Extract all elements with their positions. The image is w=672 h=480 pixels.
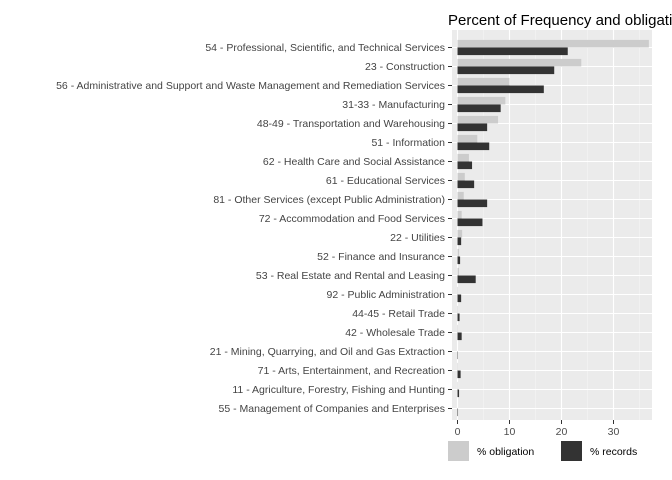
bar-records [457,199,488,208]
bar-records [457,389,460,398]
bar-records [457,275,476,284]
bar-obligation [457,153,469,162]
bar-records [457,180,475,189]
y-axis: 54 - Professional, Scientific, and Techn… [56,42,452,415]
bar-obligation [457,210,462,219]
bar-obligation [457,229,463,238]
category-label: 55 - Management of Companies and Enterpr… [219,403,445,415]
x-tick-label: 30 [608,426,620,438]
x-axis: 0 10 20 30 [455,420,620,438]
category-label: 56 - Administrative and Support and Wast… [56,80,445,92]
category-label: 72 - Accommodation and Food Services [259,213,445,225]
bar-obligation [457,286,459,295]
category-label: 48-49 - Transportation and Warehousing [257,118,445,130]
category-label: 92 - Public Administration [327,289,446,301]
category-label: 31-33 - Manufacturing [342,99,445,111]
x-tick-label: 0 [455,426,461,438]
bar-records [457,104,501,113]
bar-obligation [457,96,506,105]
bar-obligation [457,172,465,181]
bar-obligation [457,362,459,371]
bar-obligation [457,77,510,86]
category-label: 44-45 - Retail Trade [352,308,445,320]
category-label: 11 - Agriculture, Forestry, Fishing and … [232,384,445,396]
bar-records [457,313,460,322]
bar-records [457,237,462,246]
bar-obligation [457,324,459,333]
bar-obligation [457,134,478,143]
bar-records [457,256,461,265]
category-label: 81 - Other Services (except Public Admin… [213,194,445,206]
bar-obligation [457,267,460,276]
bar-obligation [457,58,582,67]
category-label: 53 - Real Estate and Rental and Leasing [256,270,445,282]
category-label: 52 - Finance and Insurance [317,251,445,263]
bar-records [457,332,462,341]
bar-records [457,218,483,227]
bar-records [457,294,462,303]
plot-panel [452,30,652,420]
category-label: 61 - Educational Services [326,175,445,187]
legend: % obligation % records [448,441,637,461]
category-label: 54 - Professional, Scientific, and Techn… [205,42,445,54]
x-tick-label: 20 [556,426,568,438]
category-label: 51 - Information [371,137,445,149]
category-label: 42 - Wholesale Trade [345,327,445,339]
bar-obligation [457,191,464,200]
bar-obligation [457,39,649,48]
chart-title: Percent of Frequency and obligation [448,12,672,29]
legend-key-records [561,441,582,461]
category-label: 71 - Arts, Entertainment, and Recreation [258,365,446,377]
bar-records [457,85,544,94]
bar-records [457,47,568,56]
category-label: 62 - Health Care and Social Assistance [263,156,445,168]
bars [457,39,649,417]
bar-obligation [457,248,460,257]
bar-obligation [457,115,499,124]
bar-records [457,123,488,132]
bar-records [457,161,473,170]
bar-records [457,370,461,379]
bar-obligation [457,305,459,314]
category-label: 21 - Mining, Quarrying, and Oil and Gas … [210,346,445,358]
category-label: 22 - Utilities [390,232,445,244]
x-tick-label: 10 [504,426,516,438]
legend-label-obligation: % obligation [477,446,534,458]
category-label: 23 - Construction [365,61,445,73]
bar-records [457,66,555,75]
legend-key-obligation [448,441,469,461]
legend-label-records: % records [590,446,637,458]
bar-records [457,142,490,151]
bar-records [457,408,459,417]
